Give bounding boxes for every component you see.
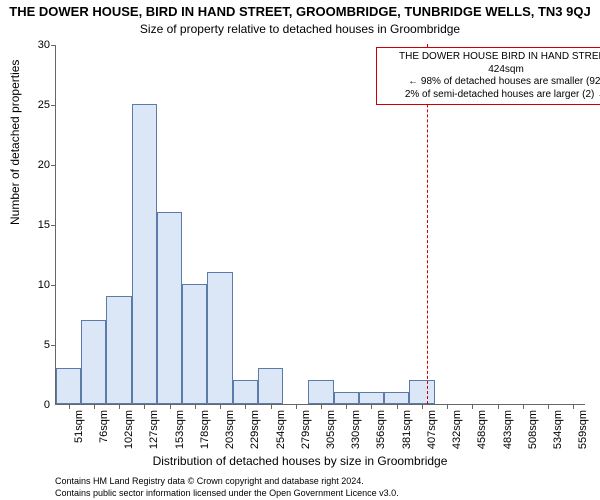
x-tick-label: 330sqm xyxy=(350,410,362,449)
x-tick xyxy=(498,404,499,409)
x-tick-label: 483sqm xyxy=(502,410,514,449)
x-tick xyxy=(447,404,448,409)
histogram-bar xyxy=(182,284,207,404)
x-tick-label: 508sqm xyxy=(527,410,539,449)
x-tick-label: 407sqm xyxy=(426,410,438,449)
histogram-bar xyxy=(157,212,182,404)
x-tick-label: 534sqm xyxy=(552,410,564,449)
y-tick-label: 25 xyxy=(38,99,56,111)
histogram-bar xyxy=(207,272,232,404)
x-tick xyxy=(170,404,171,409)
x-tick xyxy=(371,404,372,409)
y-tick-label: 0 xyxy=(44,399,56,411)
histogram-bar xyxy=(233,380,258,404)
x-tick xyxy=(195,404,196,409)
x-tick-label: 559sqm xyxy=(577,410,589,449)
annotation-line-2: ← 98% of detached houses are smaller (92… xyxy=(382,76,600,89)
x-axis-label: Distribution of detached houses by size … xyxy=(0,454,600,468)
x-tick xyxy=(523,404,524,409)
histogram-bar xyxy=(384,392,409,404)
y-tick-label: 10 xyxy=(38,279,56,291)
histogram-bar xyxy=(334,392,359,404)
x-tick xyxy=(94,404,95,409)
x-tick xyxy=(119,404,120,409)
y-axis-label: Number of detached properties xyxy=(8,60,22,225)
x-tick xyxy=(69,404,70,409)
x-tick-label: 153sqm xyxy=(174,410,186,449)
x-tick xyxy=(144,404,145,409)
x-tick xyxy=(573,404,574,409)
histogram-bar xyxy=(106,296,131,404)
histogram-bar xyxy=(258,368,283,404)
histogram-bar xyxy=(132,104,157,404)
x-tick-label: 305sqm xyxy=(325,410,337,449)
x-tick xyxy=(422,404,423,409)
x-tick-label: 356sqm xyxy=(375,410,387,449)
x-tick xyxy=(220,404,221,409)
x-tick-label: 102sqm xyxy=(123,410,135,449)
page-title: THE DOWER HOUSE, BIRD IN HAND STREET, GR… xyxy=(0,4,600,19)
y-tick-label: 30 xyxy=(38,39,56,51)
x-tick-label: 76sqm xyxy=(98,410,110,443)
x-tick-label: 432sqm xyxy=(451,410,463,449)
histogram-bar xyxy=(409,380,434,404)
x-tick xyxy=(548,404,549,409)
x-tick xyxy=(321,404,322,409)
histogram-bar xyxy=(359,392,384,404)
x-tick-label: 254sqm xyxy=(275,410,287,449)
chart-subtitle: Size of property relative to detached ho… xyxy=(0,22,600,36)
x-tick xyxy=(271,404,272,409)
x-tick-label: 381sqm xyxy=(401,410,413,449)
attribution-line-2: Contains public sector information licen… xyxy=(55,488,399,498)
x-tick-label: 178sqm xyxy=(199,410,211,449)
histogram-bar xyxy=(81,320,106,404)
y-tick-label: 20 xyxy=(38,159,56,171)
annotation-line-1: THE DOWER HOUSE BIRD IN HAND STREET: 424… xyxy=(382,51,600,76)
x-tick xyxy=(397,404,398,409)
x-tick-label: 203sqm xyxy=(224,410,236,449)
y-tick-label: 5 xyxy=(44,339,56,351)
histogram-plot: 05101520253051sqm76sqm102sqm127sqm153sqm… xyxy=(55,45,585,405)
x-tick-label: 458sqm xyxy=(476,410,488,449)
x-tick xyxy=(346,404,347,409)
x-tick-label: 279sqm xyxy=(300,410,312,449)
x-tick-label: 51sqm xyxy=(73,410,85,443)
x-tick xyxy=(245,404,246,409)
histogram-bar xyxy=(56,368,81,404)
annotation-line-3: 2% of semi-detached houses are larger (2… xyxy=(382,89,600,102)
y-tick-label: 15 xyxy=(38,219,56,231)
x-tick xyxy=(296,404,297,409)
attribution-line-1: Contains HM Land Registry data © Crown c… xyxy=(55,476,364,486)
x-tick-label: 229sqm xyxy=(249,410,261,449)
x-tick-label: 127sqm xyxy=(148,410,160,449)
histogram-bar xyxy=(308,380,333,404)
annotation-callout: THE DOWER HOUSE BIRD IN HAND STREET: 424… xyxy=(376,47,600,105)
x-tick xyxy=(472,404,473,409)
